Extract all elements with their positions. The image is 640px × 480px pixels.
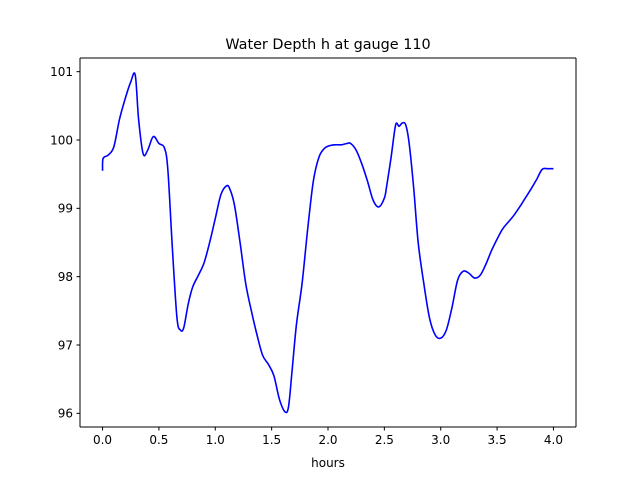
x-tick-label: 2.0 [318,433,337,447]
x-axis-label: hours [311,456,345,470]
y-tick-label: 101 [50,65,73,79]
y-tick-label: 97 [58,338,73,352]
x-tick-label: 1.0 [206,433,225,447]
x-tick-label: 1.5 [262,433,281,447]
x-axis-ticks: 0.0 0.5 1.0 1.5 2.0 2.5 3.0 3.5 4.0 [93,427,563,447]
plot-area [80,58,576,427]
series-layer [101,72,554,414]
x-tick-label: 0.5 [149,433,168,447]
x-tick-label: 4.0 [544,433,563,447]
x-tick-label: 0.0 [93,433,112,447]
y-tick-label: 98 [58,270,73,284]
x-tick-label: 3.0 [431,433,450,447]
x-tick-label: 3.5 [488,433,507,447]
chart-title: Water Depth h at gauge 110 [225,37,430,53]
x-tick-label: 2.5 [375,433,394,447]
y-tick-label: 100 [50,133,73,147]
y-axis-ticks: 96 97 98 99 100 101 [50,65,80,421]
series-line-0 [101,72,554,414]
y-tick-label: 96 [58,407,73,421]
y-tick-label: 99 [58,202,73,216]
